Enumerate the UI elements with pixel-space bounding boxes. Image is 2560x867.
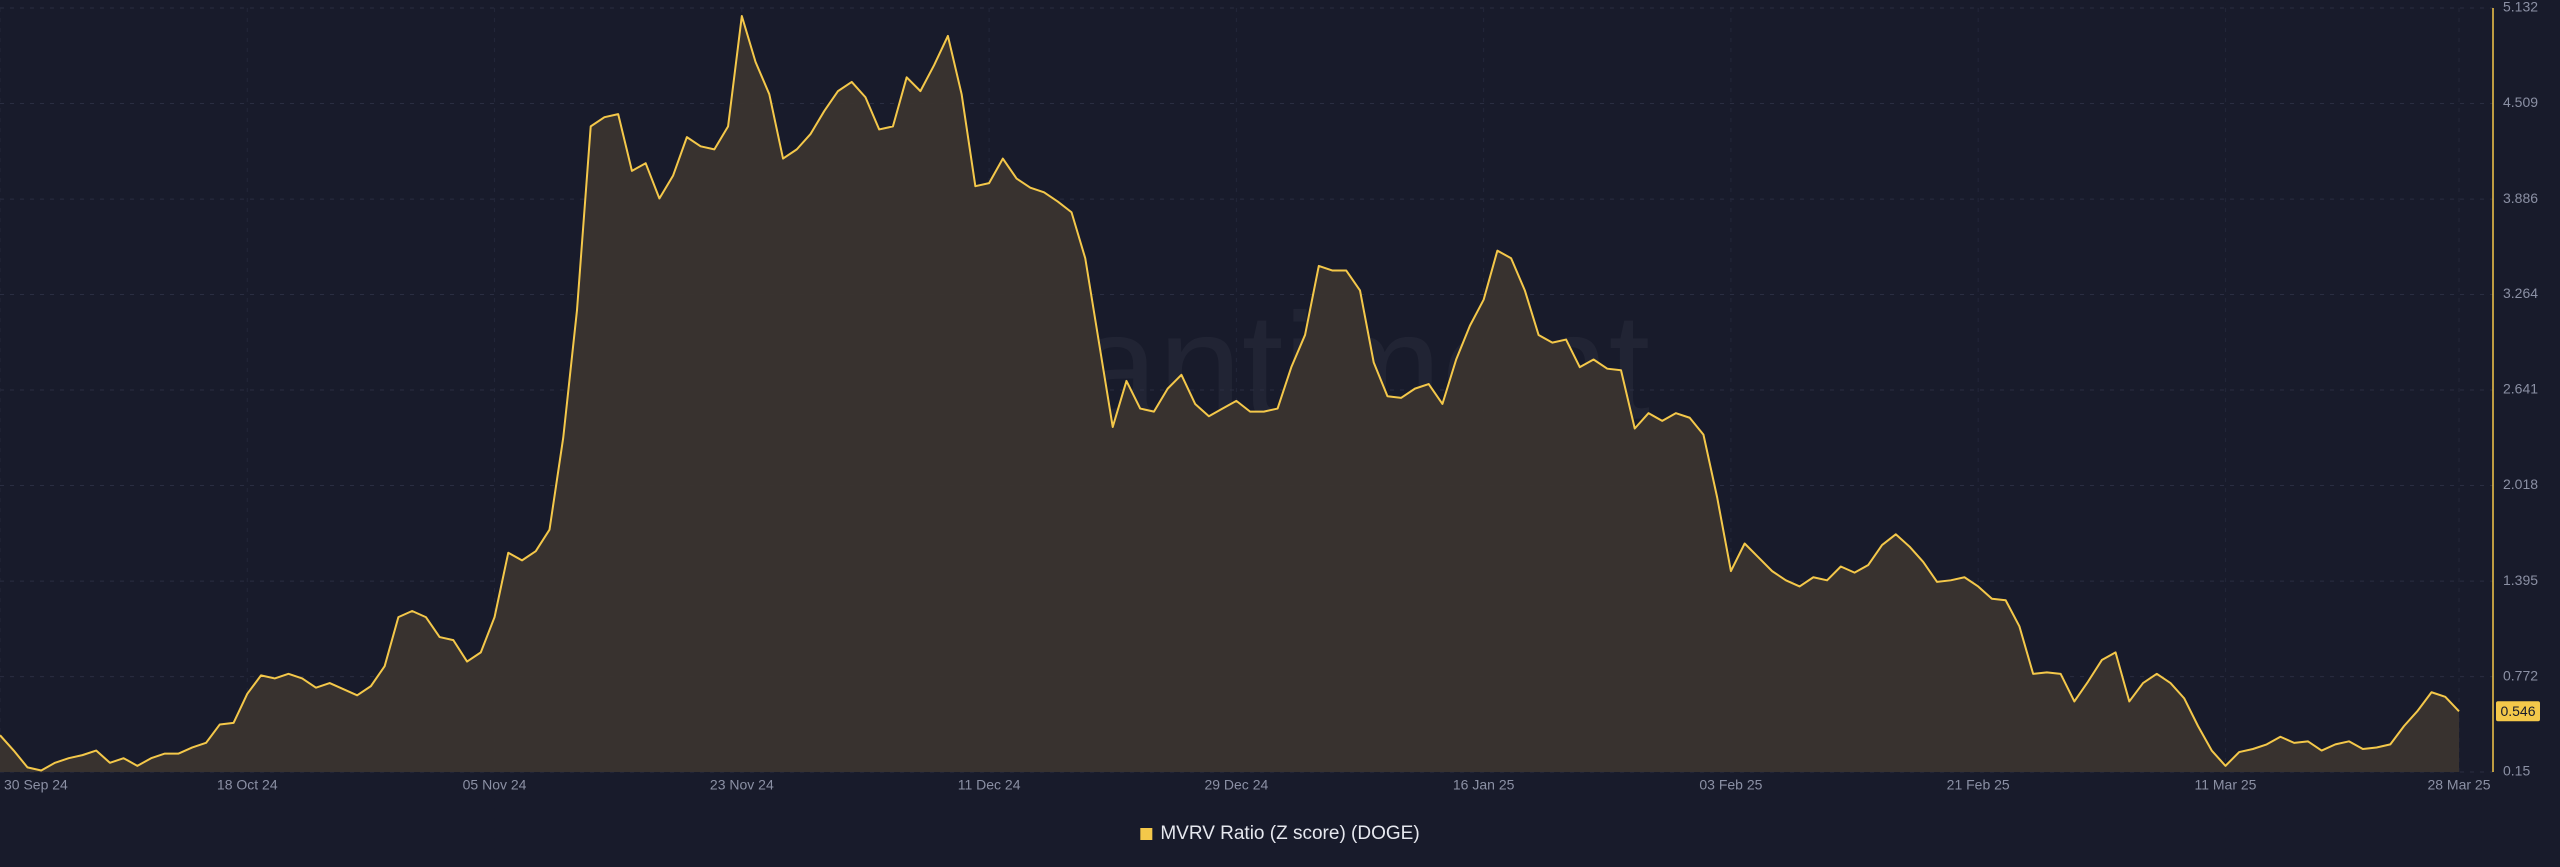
x-tick-label: 05 Nov 24 [463, 777, 527, 793]
x-tick-label: 11 Dec 24 [958, 777, 1021, 793]
x-tick-label: 21 Feb 25 [1947, 777, 2010, 793]
y-tick-label: 4.509 [2503, 94, 2538, 110]
area-fill [0, 15, 2459, 773]
last-value-label: 0.546 [2500, 703, 2535, 719]
y-tick-label: 3.886 [2503, 190, 2538, 206]
x-tick-label: 11 Mar 25 [2194, 777, 2256, 793]
y-tick-label: 3.264 [2503, 285, 2538, 301]
x-tick-label: 23 Nov 24 [710, 777, 774, 793]
y-tick-label: 2.018 [2503, 476, 2538, 492]
x-tick-label: 28 Mar 25 [2427, 777, 2490, 793]
legend-swatch [1140, 828, 1153, 840]
y-tick-label: 1.395 [2503, 572, 2538, 588]
y-tick-label: 0.15 [2503, 763, 2530, 779]
x-tick-label: 30 Sep 24 [4, 777, 68, 793]
x-tick-label: 16 Jan 25 [1453, 777, 1515, 793]
y-tick-label: 0.772 [2503, 667, 2538, 683]
x-tick-label: 03 Feb 25 [1699, 777, 1762, 793]
x-tick-label: 29 Dec 24 [1204, 777, 1268, 793]
legend-label: MVRV Ratio (Z score) (DOGE) [1160, 823, 1419, 844]
y-tick-label: 2.641 [2503, 381, 2538, 397]
y-tick-label: 5.132 [2503, 0, 2538, 15]
x-tick-label: 18 Oct 24 [217, 777, 278, 793]
line [0, 14, 2460, 772]
last-value-badge [2496, 701, 2540, 722]
